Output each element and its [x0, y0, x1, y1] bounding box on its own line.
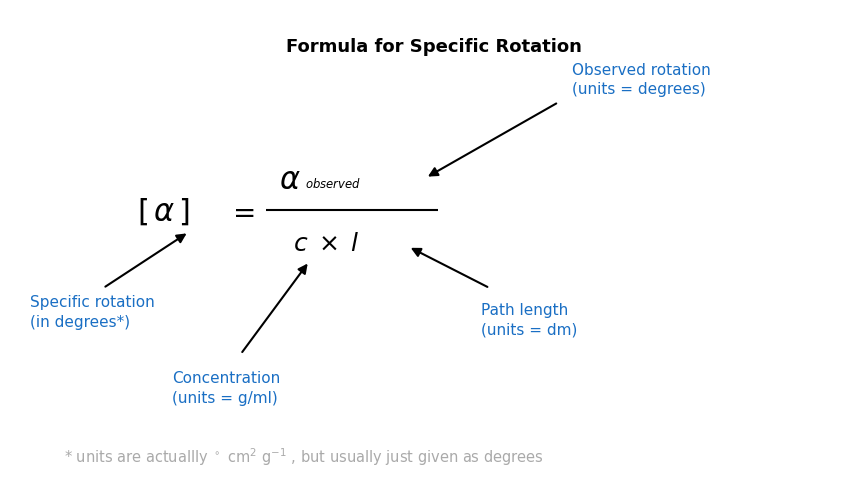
Text: $=$: $=$ [227, 199, 254, 226]
Text: Observed rotation
(units = degrees): Observed rotation (units = degrees) [571, 63, 710, 98]
Text: Path length
(units = dm): Path length (units = dm) [481, 303, 578, 338]
Text: * units are actuallly $^\circ$ cm$^2$ g$^{-1}$ , but usually just given as degre: * units are actuallly $^\circ$ cm$^2$ g$… [64, 446, 544, 468]
Text: $[\,\alpha\,]$: $[\,\alpha\,]$ [136, 197, 190, 228]
Text: Concentration
(units = g/ml): Concentration (units = g/ml) [172, 371, 280, 406]
Text: $\alpha$: $\alpha$ [279, 165, 300, 196]
Text: Formula for Specific Rotation: Formula for Specific Rotation [286, 38, 582, 56]
Text: Specific rotation
(in degrees*): Specific rotation (in degrees*) [30, 295, 155, 330]
Text: $c\;\times\;l$: $c\;\times\;l$ [293, 233, 360, 255]
Text: $_{\mathit{observed}}$: $_{\mathit{observed}}$ [305, 174, 361, 191]
